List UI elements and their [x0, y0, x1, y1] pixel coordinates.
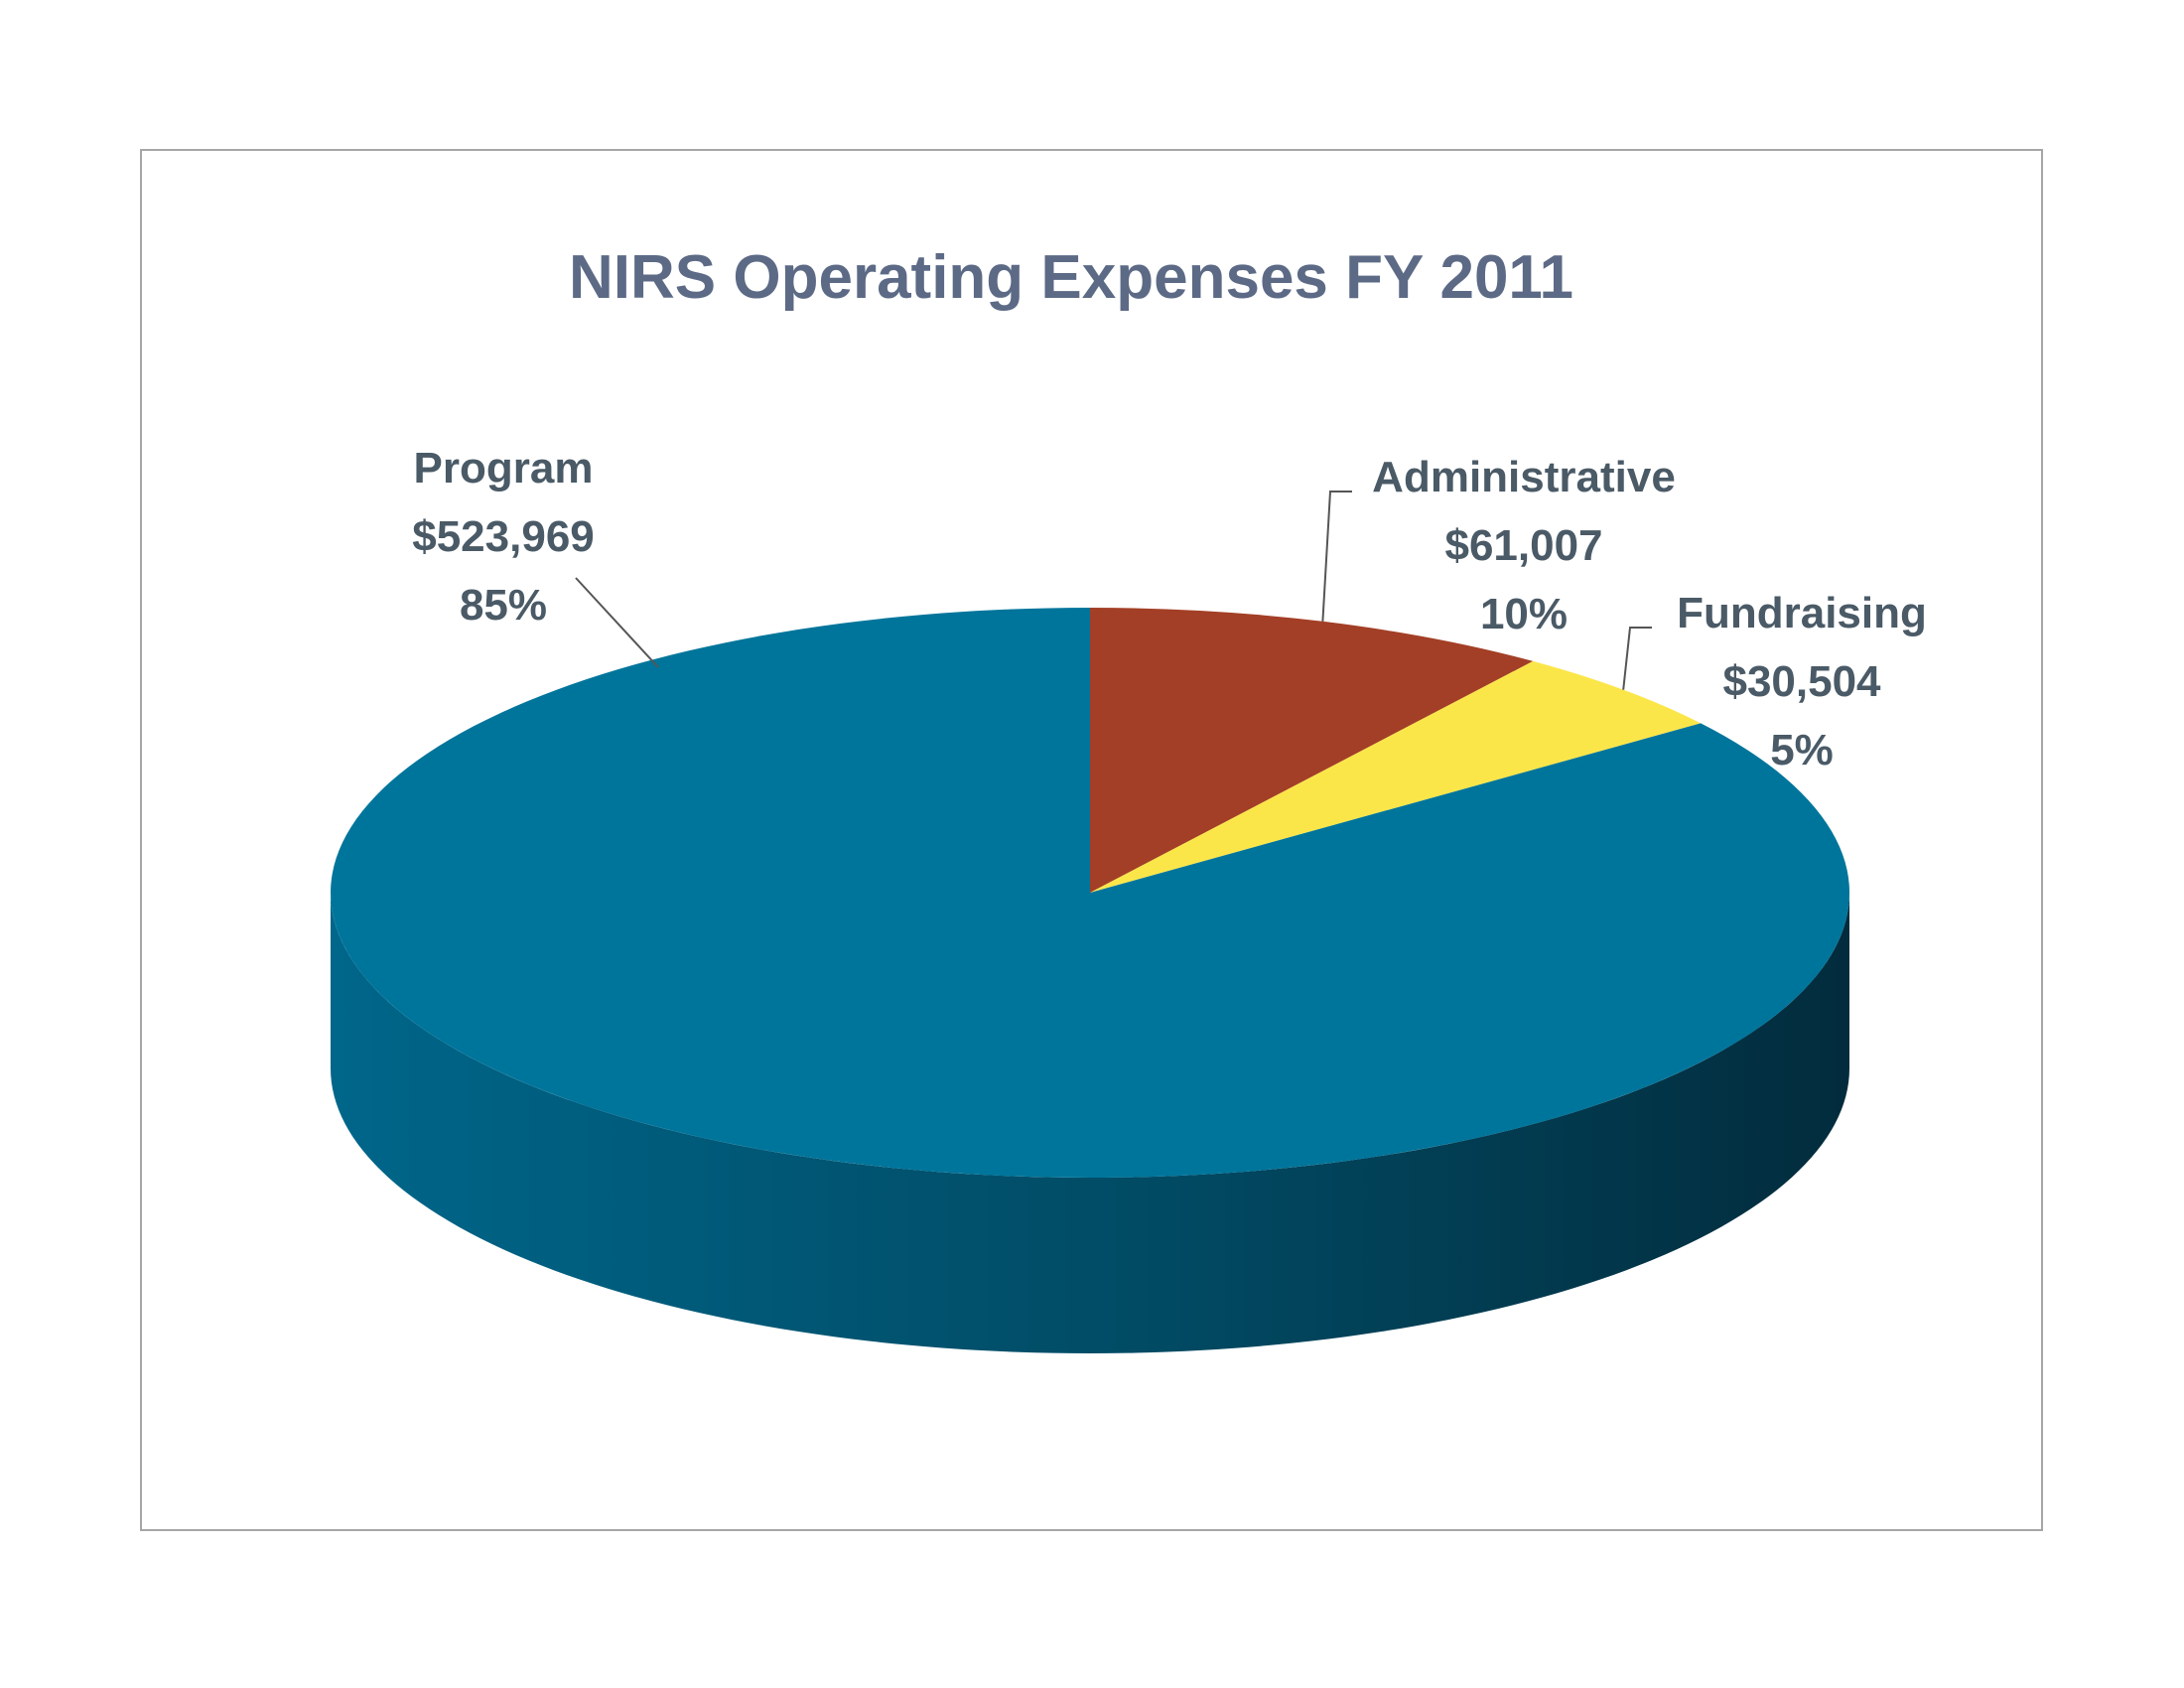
leader-line-program: [575, 577, 659, 668]
leader-line-fundraising: [1622, 627, 1652, 690]
label-program-amount: $523,969: [412, 512, 595, 561]
label-fundraising-percent: 5%: [1770, 726, 1834, 774]
label-fundraising-name: Fundraising: [1677, 589, 1927, 637]
chart-title: NIRS Operating Expenses FY 2011: [569, 243, 1573, 312]
pie-side-wall: [331, 893, 1849, 1353]
pie-slice-program: [331, 608, 1850, 1179]
label-program-percent: 85%: [460, 581, 547, 630]
leader-line-administrative: [1321, 491, 1352, 622]
label-administrative-percent: 10%: [1480, 590, 1568, 638]
pie-slice-administrative: [1090, 608, 1534, 893]
label-fundraising-amount: $30,504: [1722, 657, 1881, 706]
pie-slice-fundraising: [1090, 660, 1702, 893]
label-program-name: Program: [414, 444, 594, 492]
label-administrative-amount: $61,007: [1444, 521, 1602, 570]
label-administrative-name: Administrative: [1372, 453, 1676, 501]
